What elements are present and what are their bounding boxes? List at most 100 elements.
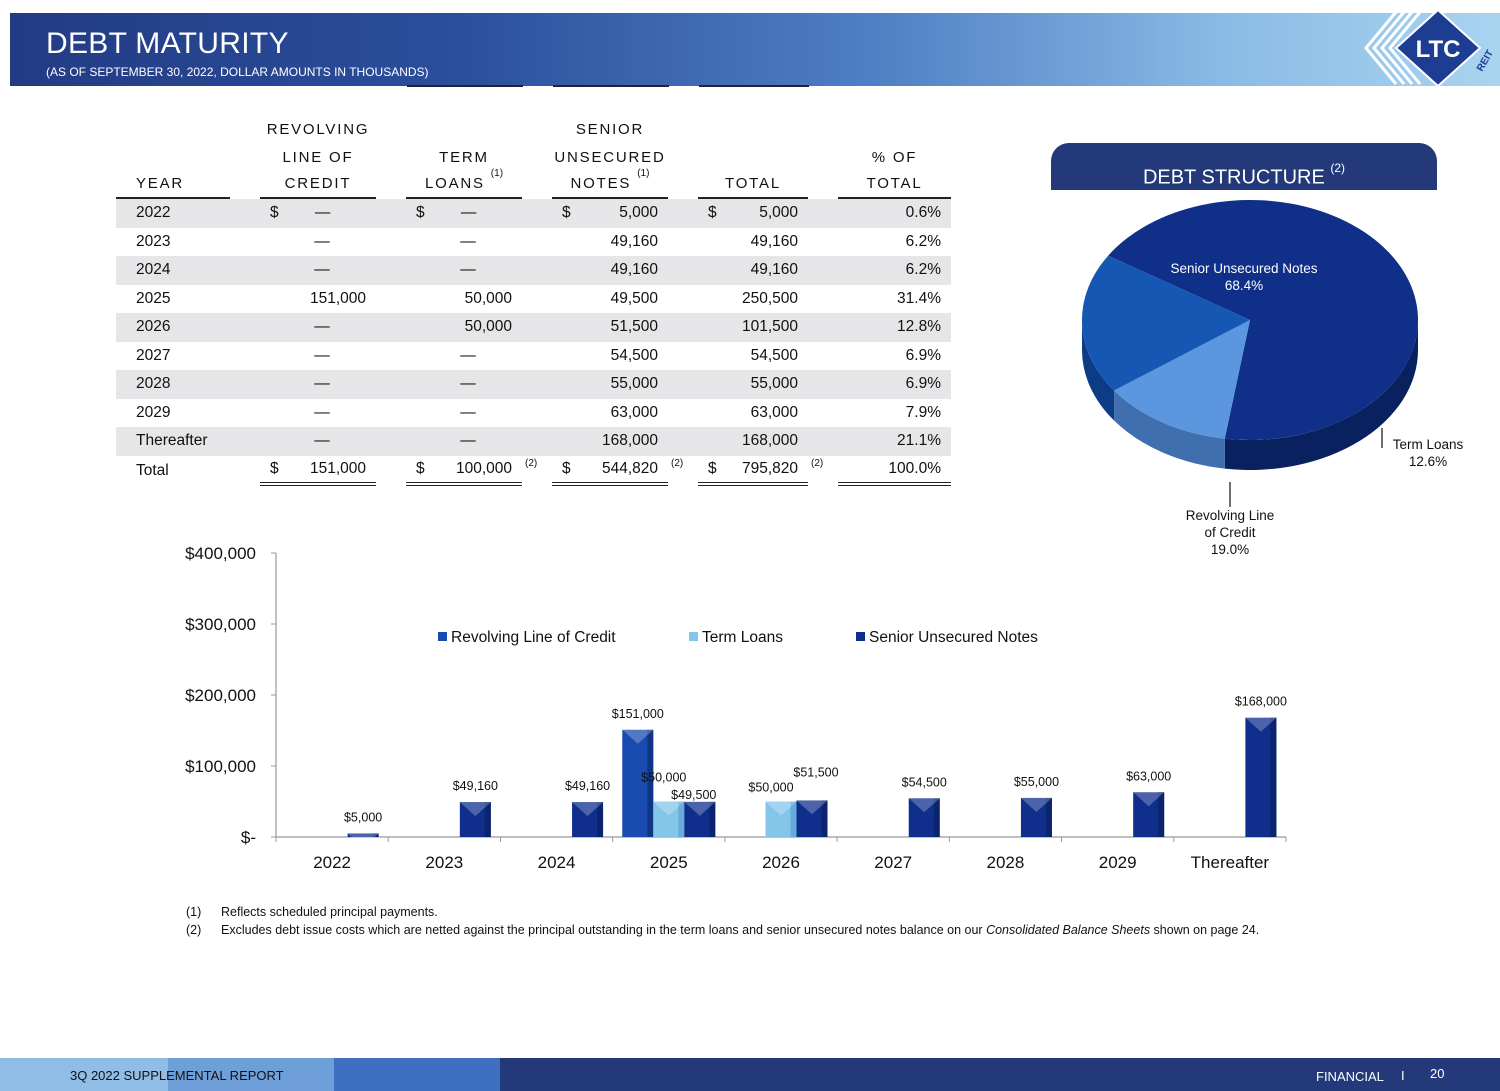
bar-shade — [709, 801, 716, 837]
x-tick-label: 2024 — [538, 853, 576, 872]
header-senior-3: NOTES (1) — [552, 168, 668, 199]
cell-pct: 31.4% — [897, 289, 941, 307]
bar-shade — [790, 801, 797, 837]
cell-revolving: 151,000 — [309, 289, 366, 307]
bar-bevel — [684, 801, 716, 816]
header-pct-2: TOTAL — [838, 171, 951, 199]
cell-term: — — [460, 232, 476, 250]
cell-senior: 168,000 — [552, 427, 668, 456]
bar-data-label: $63,000 — [1126, 769, 1171, 783]
row-year: 2026 — [116, 313, 230, 342]
cell-total: $5,000 — [698, 199, 808, 228]
header-year: YEAR — [116, 171, 230, 199]
bar-senior — [347, 833, 379, 837]
cell-pct: 12.8% — [838, 313, 951, 342]
footer-separator: I — [1401, 1068, 1405, 1083]
logo-diamond — [1394, 10, 1482, 88]
cell-pct: 6.2% — [838, 256, 951, 285]
header-term-2: LOANS (1) — [406, 168, 522, 199]
bar-bevel — [459, 802, 491, 817]
logo-sub: REIT — [1475, 48, 1496, 73]
bar-shade — [678, 801, 685, 837]
ltc-reit-logo: LTC REIT — [1364, 10, 1496, 88]
bar-shade — [597, 802, 604, 837]
x-tick-label: 2027 — [874, 853, 912, 872]
table-row: 2027 — — 54,500 54,500 6.9% — [116, 342, 951, 371]
bar-data-label: $49,160 — [453, 779, 498, 793]
cell-senior: 63,000 — [610, 403, 658, 421]
page-title: DEBT MATURITY — [46, 27, 289, 60]
table-row: 2028 — — 55,000 55,000 6.9% — [116, 370, 951, 399]
pie-slice-term-loans — [1114, 320, 1250, 439]
table-row: Thereafter — — 168,000 168,000 21.1% — [116, 427, 951, 456]
legend-label: Term Loans — [702, 629, 783, 646]
row-year: 2023 — [136, 232, 171, 250]
cell-revolving: — — [260, 370, 376, 399]
total-note: (2) — [525, 457, 538, 469]
legend-label: Senior Unsecured Notes — [869, 629, 1038, 646]
table-header-row-1: REVOLVING SENIOR — [116, 115, 951, 143]
total-total: $795,820 — [698, 456, 808, 486]
cell-term: — — [406, 370, 522, 399]
pie-slice-revolving-line-of-credit — [1082, 255, 1250, 391]
cell-revolving: — — [260, 313, 376, 342]
pie-label-revolving: Revolving Line of Credit 19.0% — [1185, 508, 1275, 557]
table-row: 2023 — — 49,160 49,160 6.2% — [116, 228, 951, 257]
header-revolving-3: CREDIT — [260, 171, 376, 199]
header-pct-1: % OF — [871, 149, 918, 166]
total-note: (2) — [811, 457, 824, 469]
row-year: 2022 — [116, 199, 230, 228]
cell-pct: 21.1% — [838, 427, 951, 456]
cell-revolving: $ — — [260, 199, 376, 228]
bar-data-label: $55,000 — [1014, 775, 1059, 789]
table-header-row-3: YEAR CREDIT LOANS (1) NOTES (1) TOTAL TO… — [116, 168, 951, 199]
bar-shade — [647, 729, 654, 837]
table-row: 2025 151,000 50,000 49,500 250,500 31.4% — [116, 285, 951, 314]
pie-side-2 — [1082, 320, 1115, 421]
y-tick-label: $- — [241, 828, 256, 847]
header-revolving-1: REVOLVING — [266, 121, 370, 138]
pie-label-senior: Senior Unsecured Notes 68.4% — [1170, 261, 1318, 293]
table-row: 2022 $ — $ — $5,000 $5,000 0.6% — [116, 199, 951, 228]
cell-pct: 6.9% — [838, 370, 951, 399]
cell-revolving: — — [314, 232, 330, 250]
cell-term: $ — — [406, 199, 522, 228]
x-tick-label: Thereafter — [1191, 853, 1270, 872]
cell-total: 168,000 — [698, 427, 808, 456]
header-senior-2: UNSECURED — [554, 149, 666, 166]
cell-total: 55,000 — [698, 370, 808, 399]
page-subtitle: (AS OF SEPTEMBER 30, 2022, DOLLAR AMOUNT… — [46, 65, 429, 79]
cell-term: — — [460, 403, 476, 421]
footer-page-number: 20 — [1430, 1066, 1445, 1081]
bar-data-label: $168,000 — [1235, 695, 1287, 709]
y-tick-label: $400,000 — [185, 544, 256, 563]
bar-data-label: $49,500 — [671, 788, 716, 802]
cell-pct: 6.9% — [905, 346, 941, 364]
cell-total: 63,000 — [750, 403, 798, 421]
row-year: 2028 — [116, 370, 230, 399]
bar-bevel — [653, 801, 685, 816]
bar-data-label: $5,000 — [344, 810, 382, 824]
cell-senior: 49,160 — [552, 256, 668, 285]
header-term-1: TERM — [439, 149, 489, 166]
cell-total: 250,500 — [741, 289, 798, 307]
row-year: 2029 — [136, 403, 171, 421]
cell-revolving: — — [260, 427, 376, 456]
cell-term: — — [460, 346, 476, 364]
page-footer: 3Q 2022 SUPPLEMENTAL REPORT FINANCIAL I … — [0, 1058, 1500, 1091]
legend-swatch — [689, 632, 698, 641]
row-year: 2025 — [136, 289, 171, 307]
cell-total: 49,160 — [698, 256, 808, 285]
total-pct: 100.0% — [838, 456, 951, 486]
bar-bevel — [796, 800, 828, 815]
bar-shade — [821, 800, 828, 837]
bar-data-label: $51,500 — [793, 765, 838, 779]
cell-senior: 49,160 — [610, 232, 658, 250]
bar-data-label: $54,500 — [902, 775, 947, 789]
row-year: 2024 — [116, 256, 230, 285]
debt-maturity-bar-chart: $- $100,000 $200,000 $300,000 $400,000 2022 20… — [185, 544, 1287, 872]
bar-bevel — [908, 798, 940, 813]
y-tick-label: $200,000 — [185, 686, 256, 705]
header-total: TOTAL — [698, 171, 808, 199]
cell-revolving: — — [314, 403, 330, 421]
